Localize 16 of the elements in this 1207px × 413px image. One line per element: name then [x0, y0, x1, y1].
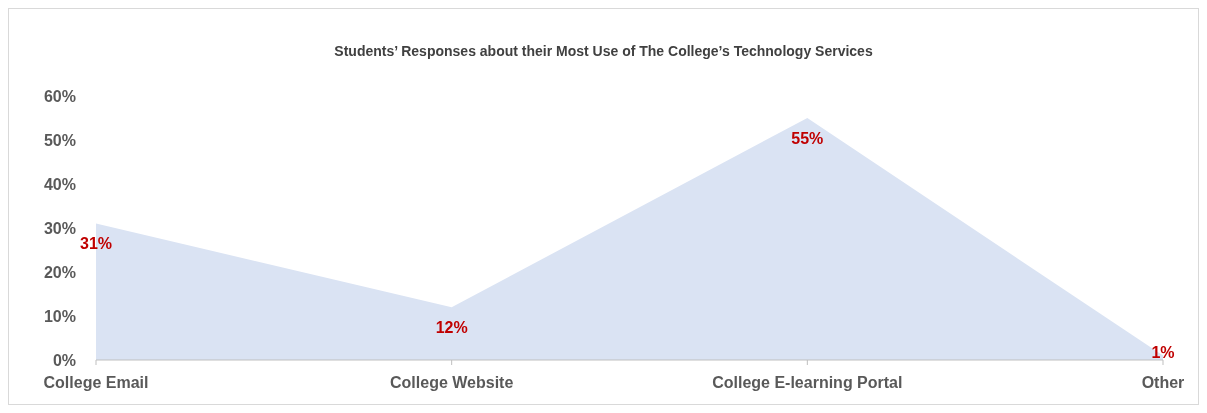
x-tick-label: College E-learning Portal: [712, 374, 903, 391]
y-tick-label: 60%: [43, 87, 76, 105]
data-label: 12%: [435, 318, 468, 336]
x-tick-label: Other: [1141, 374, 1185, 391]
y-tick-label: 40%: [43, 175, 76, 193]
chart-title: Students’ Responses about their Most Use of The College’s Technology Services: [334, 43, 873, 59]
y-tick-label: 10%: [43, 307, 76, 325]
data-label: 31%: [79, 235, 113, 253]
y-tick-label: 50%: [43, 131, 76, 149]
y-tick-label: 30%: [43, 219, 76, 237]
y-tick-label: 0%: [52, 351, 76, 369]
data-label: 55%: [791, 129, 824, 147]
data-label: 1%: [1151, 343, 1175, 361]
y-tick-label: 20%: [43, 263, 76, 281]
x-tick-label: College Email: [43, 374, 149, 391]
x-tick-label: College Website: [390, 374, 514, 391]
